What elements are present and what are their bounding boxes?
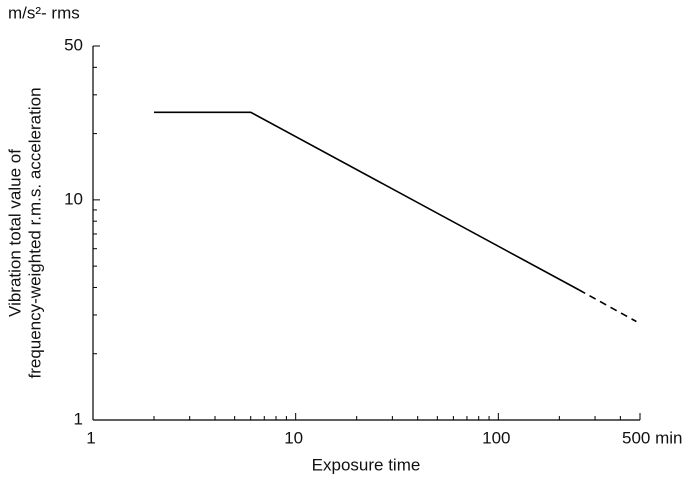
x-tick-label: 100 (482, 428, 510, 447)
y-tick-label: 10 (64, 189, 83, 208)
x-tick-label: 1 (86, 428, 95, 447)
y-axis-label: Vibration total value of frequency-weigh… (5, 87, 44, 378)
x-tick-label: 500 min (622, 428, 682, 447)
data-line (578, 289, 637, 323)
x-tick-label: 10 (284, 428, 303, 447)
y-unit: m/s²- rms (8, 3, 80, 22)
y-tick-label: 1 (74, 409, 83, 428)
x-axis-label: Exposure time (312, 455, 421, 474)
data-line (154, 111, 580, 291)
y-tick-label: 50 (64, 35, 83, 54)
y-label-line: Vibration total value of (5, 149, 24, 317)
y-label-line: frequency-weighted r.m.s. acceleration (25, 87, 44, 378)
